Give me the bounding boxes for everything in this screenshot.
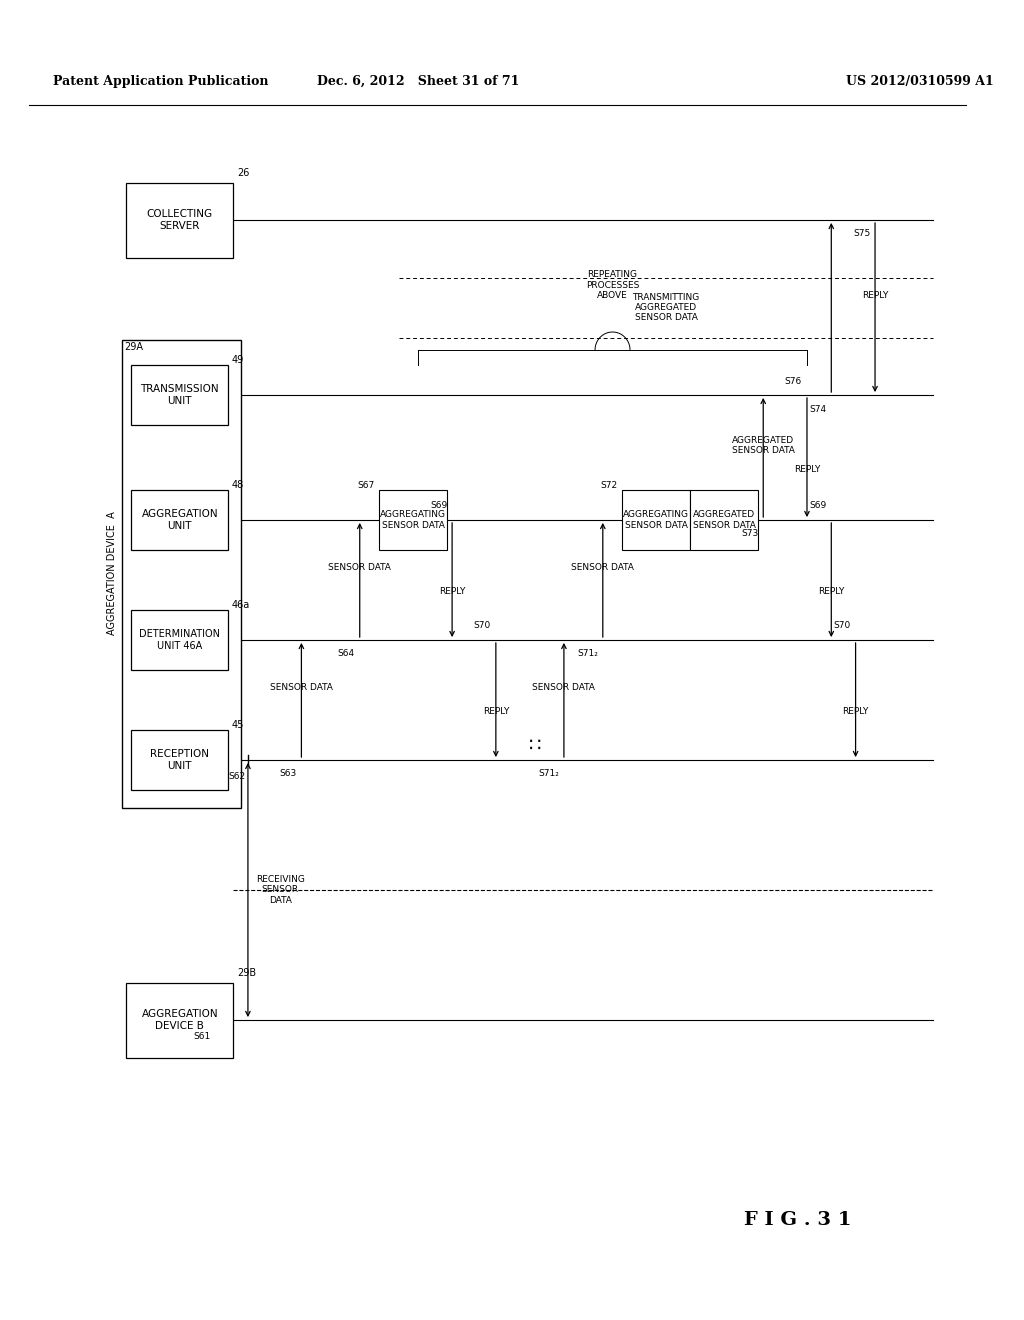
Text: 46a: 46a: [231, 601, 250, 610]
Text: S76: S76: [784, 376, 802, 385]
Text: AGGREGATED
SENSOR DATA: AGGREGATED SENSOR DATA: [693, 511, 756, 529]
Text: 45: 45: [231, 719, 244, 730]
Text: AGGREGATING
SENSOR DATA: AGGREGATING SENSOR DATA: [380, 511, 446, 529]
Text: REPEATING
PROCESSES
ABOVE: REPEATING PROCESSES ABOVE: [586, 271, 639, 300]
Text: REPLY: REPLY: [794, 465, 820, 474]
Text: AGGREGATION
UNIT: AGGREGATION UNIT: [141, 510, 218, 531]
Text: SENSOR DATA: SENSOR DATA: [329, 564, 391, 573]
Text: F I G . 3 1: F I G . 3 1: [743, 1210, 851, 1229]
FancyBboxPatch shape: [131, 610, 228, 671]
Text: S70: S70: [474, 622, 490, 631]
Text: TRANSMISSION
UNIT: TRANSMISSION UNIT: [140, 384, 219, 405]
FancyBboxPatch shape: [131, 730, 228, 789]
Text: S74: S74: [809, 404, 826, 413]
Text: REPLY: REPLY: [843, 708, 868, 717]
Text: COLLECTING
SERVER: COLLECTING SERVER: [146, 209, 213, 231]
Text: S67: S67: [357, 480, 375, 490]
Text: SENSOR DATA: SENSOR DATA: [571, 564, 634, 573]
Text: TRANSMITTING
AGGREGATED
SENSOR DATA: TRANSMITTING AGGREGATED SENSOR DATA: [633, 293, 699, 322]
FancyBboxPatch shape: [623, 490, 690, 550]
Text: REPLY: REPLY: [439, 587, 465, 597]
Text: REPLY: REPLY: [818, 587, 845, 597]
FancyBboxPatch shape: [379, 490, 447, 550]
FancyBboxPatch shape: [131, 366, 228, 425]
Text: 29A: 29A: [125, 342, 143, 352]
Text: S71₂: S71₂: [539, 770, 559, 779]
Text: Patent Application Publication: Patent Application Publication: [53, 75, 269, 88]
Text: S73: S73: [741, 529, 759, 539]
Text: SENSOR DATA: SENSOR DATA: [270, 684, 333, 693]
FancyBboxPatch shape: [122, 339, 241, 808]
Text: 48: 48: [231, 480, 244, 490]
FancyBboxPatch shape: [126, 982, 233, 1057]
Text: AGGREGATION
DEVICE B: AGGREGATION DEVICE B: [141, 1010, 218, 1031]
Text: AGGREGATING
SENSOR DATA: AGGREGATING SENSOR DATA: [624, 511, 689, 529]
Text: S70: S70: [834, 622, 851, 631]
Text: S63: S63: [280, 770, 297, 779]
Text: S64: S64: [338, 649, 355, 659]
Text: 49: 49: [231, 355, 244, 366]
Text: AGGREGATION DEVICE  A: AGGREGATION DEVICE A: [106, 512, 117, 635]
Text: REPLY: REPLY: [482, 708, 509, 717]
Text: 29B: 29B: [238, 968, 256, 978]
Text: AGGREGATED
SENSOR DATA: AGGREGATED SENSOR DATA: [732, 436, 795, 455]
Text: S72: S72: [600, 480, 617, 490]
Text: RECEPTION
UNIT: RECEPTION UNIT: [151, 750, 209, 771]
FancyBboxPatch shape: [131, 490, 228, 550]
FancyBboxPatch shape: [126, 182, 233, 257]
FancyBboxPatch shape: [690, 490, 759, 550]
Text: REPLY: REPLY: [862, 290, 888, 300]
Text: DETERMINATION
UNIT 46A: DETERMINATION UNIT 46A: [139, 630, 220, 651]
Text: S69: S69: [430, 502, 447, 511]
Text: S61: S61: [194, 1032, 211, 1041]
Text: S62: S62: [228, 772, 245, 781]
Text: S75: S75: [853, 230, 870, 239]
Text: 26: 26: [238, 168, 250, 177]
Text: RECEIVING
SENSOR
DATA: RECEIVING SENSOR DATA: [256, 875, 304, 906]
Text: Dec. 6, 2012   Sheet 31 of 71: Dec. 6, 2012 Sheet 31 of 71: [316, 75, 519, 88]
Text: SENSOR DATA: SENSOR DATA: [532, 684, 595, 693]
Text: S69: S69: [809, 502, 826, 511]
Text: ∷: ∷: [528, 737, 541, 755]
Text: US 2012/0310599 A1: US 2012/0310599 A1: [846, 75, 993, 88]
Text: S71₂: S71₂: [578, 649, 598, 659]
